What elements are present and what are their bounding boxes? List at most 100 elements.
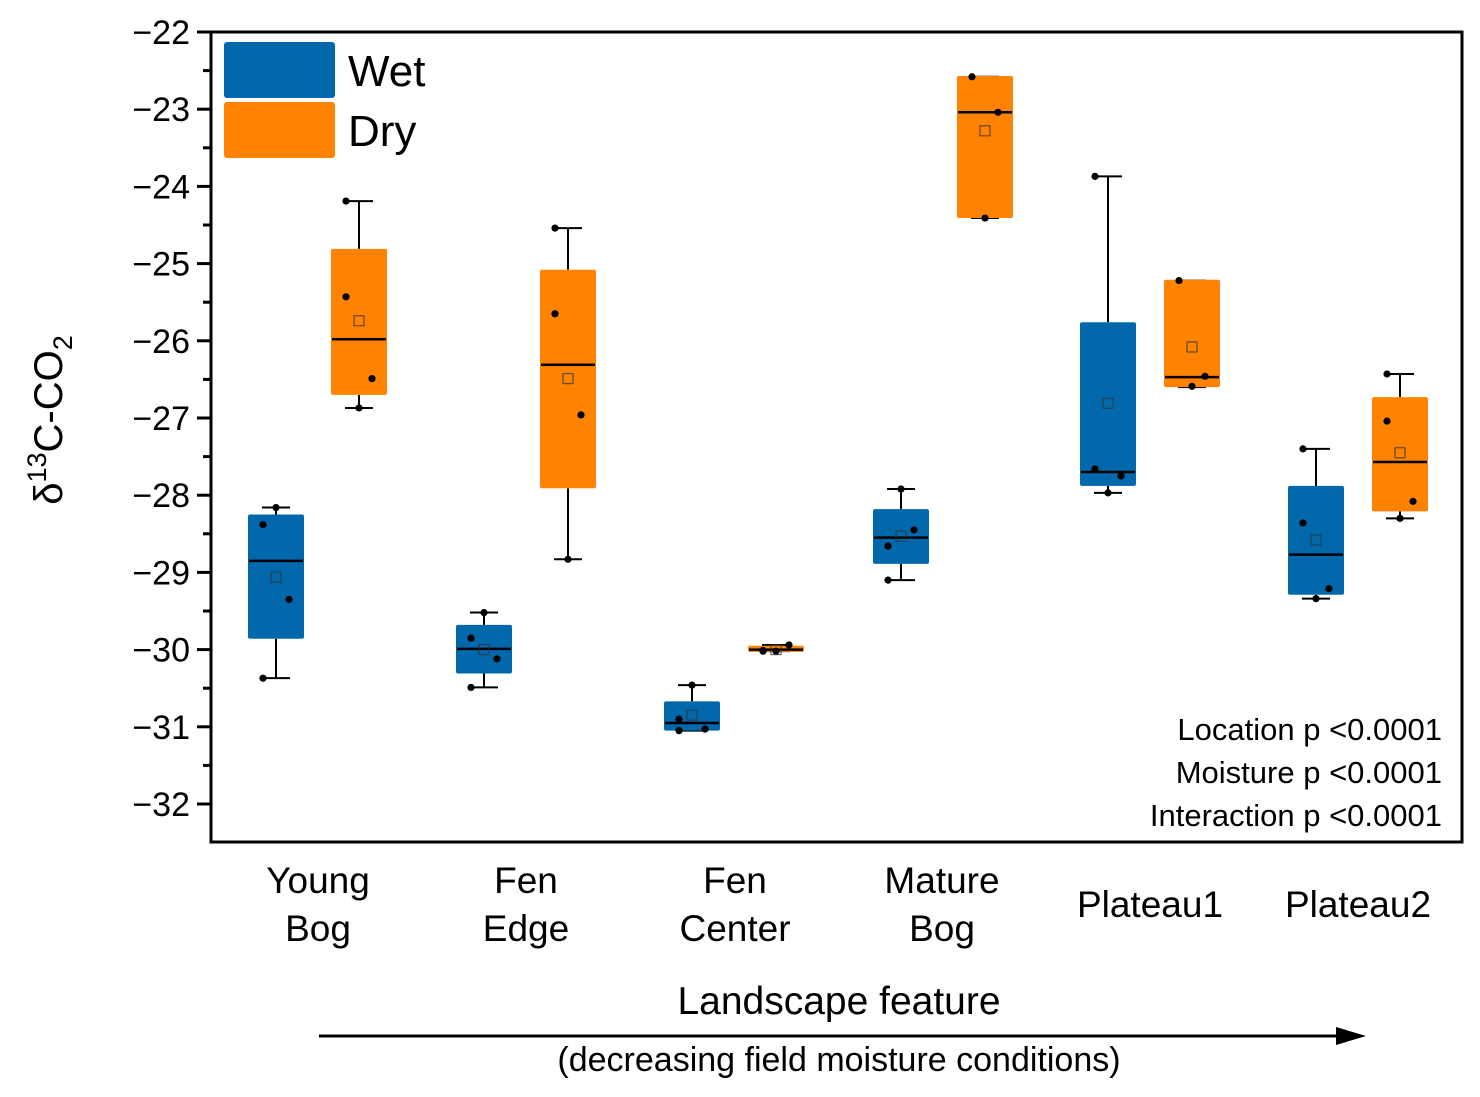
box-iqr	[1288, 485, 1344, 595]
y-tick-label: −26	[132, 323, 190, 361]
x-tick-label-line: Center	[679, 908, 790, 949]
x-tick-label-line: Edge	[483, 908, 569, 949]
mean-marker	[1394, 447, 1406, 459]
data-point	[884, 542, 892, 550]
mean-marker	[1102, 397, 1114, 409]
y-tick-label: −32	[132, 786, 190, 824]
x-tick-label-line: Fen	[494, 860, 558, 901]
x-tick-label-line: Mature	[884, 860, 999, 901]
mean-marker	[478, 643, 490, 656]
data-point	[1104, 489, 1112, 497]
legend-swatch-wet	[224, 42, 335, 98]
y-tick-label: −22	[132, 14, 190, 52]
data-point	[564, 555, 572, 563]
data-point	[342, 293, 350, 301]
data-point	[1409, 497, 1417, 505]
data-point	[285, 595, 293, 604]
data-point	[1312, 595, 1320, 603]
mean-marker	[1310, 534, 1322, 546]
y-tick-label: −28	[132, 477, 190, 515]
box-dry	[1372, 370, 1428, 522]
x-category-label: Mature Bog	[884, 860, 999, 949]
data-point	[368, 375, 376, 383]
data-point	[968, 73, 976, 81]
x-tick-label-line: Young	[266, 860, 370, 901]
box-iqr	[957, 76, 1013, 219]
data-point	[675, 727, 683, 735]
x-tick-label-line: Bog	[285, 908, 351, 949]
y-tick-label: −23	[132, 91, 190, 129]
data-point	[1396, 514, 1404, 522]
data-point	[1175, 276, 1183, 285]
annotation-location: Location p <0.0001	[1177, 712, 1442, 747]
x-category-label: Fen Center	[679, 860, 790, 949]
box-dry	[540, 224, 596, 563]
box-iqr	[664, 701, 720, 731]
data-point	[1325, 585, 1333, 593]
data-point	[675, 715, 683, 723]
data-point	[785, 641, 793, 649]
data-point	[1188, 382, 1196, 390]
data-point	[342, 197, 350, 205]
annotation-interaction: Interaction p <0.0001	[1150, 798, 1442, 833]
y-tick-label: −25	[132, 246, 190, 284]
x-tick-label: Plateau1	[1077, 884, 1223, 925]
x-category-label: Plateau2	[1285, 884, 1431, 925]
box-wet	[1288, 445, 1344, 603]
box-wet	[664, 681, 720, 735]
data-point	[1383, 417, 1391, 425]
data-point	[259, 674, 267, 682]
box-iqr	[248, 514, 304, 639]
data-point	[493, 655, 501, 663]
x-category-label: Plateau1	[1077, 884, 1223, 925]
legend-label-dry: Dry	[348, 107, 416, 156]
stats-annotations: Location p <0.0001 Moisture p <0.0001 In…	[1150, 712, 1442, 833]
mean-marker	[562, 373, 574, 385]
mean-marker	[270, 571, 282, 583]
box-wet	[873, 485, 929, 584]
data-point	[701, 725, 709, 733]
box-iqr	[1080, 322, 1136, 486]
data-point	[480, 608, 488, 617]
data-point	[355, 404, 363, 412]
legend-label-wet: Wet	[348, 47, 425, 96]
y-tick-label: −31	[132, 709, 190, 747]
box-dry	[957, 73, 1013, 222]
x-category-label: Young Bog	[266, 860, 370, 949]
box-iqr	[1164, 279, 1220, 388]
box-dry	[331, 197, 387, 412]
x-category-label: Fen Edge	[483, 860, 569, 949]
legend-swatch-dry	[224, 102, 335, 158]
data-point	[994, 108, 1002, 116]
box-wet	[456, 608, 512, 692]
box-dry	[1164, 276, 1220, 390]
y-tick-label: −24	[132, 168, 190, 206]
x-tick-label-line: Fen	[703, 860, 767, 901]
mean-marker	[895, 530, 907, 542]
data-point	[884, 576, 892, 584]
y-tick-label: −30	[132, 632, 190, 670]
x-tick-label-line: Bog	[909, 908, 975, 949]
moisture-gradient-arrow-head	[1336, 1027, 1366, 1045]
data-point	[1299, 445, 1307, 453]
x-axis-subtitle: (decreasing field moisture conditions)	[557, 1041, 1120, 1079]
data-point	[772, 647, 780, 655]
data-point	[272, 503, 280, 512]
data-point	[1383, 370, 1391, 378]
y-axis-title: δ13C-CO2	[22, 335, 78, 505]
mean-marker	[686, 709, 698, 721]
data-point	[259, 520, 267, 529]
data-point	[577, 411, 585, 419]
box-iqr	[331, 248, 387, 395]
mean-marker	[353, 315, 365, 327]
data-point	[759, 646, 767, 654]
data-point	[1091, 172, 1099, 180]
data-point	[1117, 472, 1125, 480]
mean-marker	[979, 125, 991, 137]
box-iqr	[540, 269, 596, 489]
data-point	[467, 634, 475, 642]
y-tick-label: −29	[132, 554, 190, 592]
x-tick-label: Plateau2	[1285, 884, 1431, 925]
box-wet	[1080, 172, 1136, 497]
